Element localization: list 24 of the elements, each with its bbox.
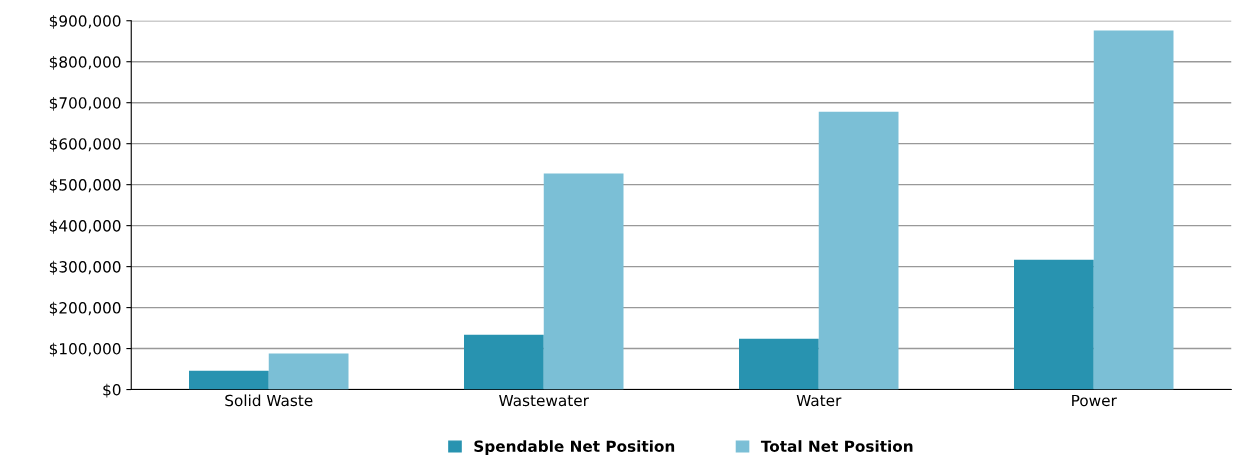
bar — [189, 370, 269, 390]
y-tick-label: $800,000 — [49, 55, 121, 70]
x-tick-label: Wastewater — [499, 394, 589, 407]
bar — [268, 353, 349, 390]
y-tick-label: $0 — [103, 383, 121, 398]
y-tick-label: $600,000 — [49, 137, 121, 152]
bar — [818, 111, 899, 390]
y-tick-label: $200,000 — [49, 301, 121, 316]
y-tick-label: $900,000 — [49, 14, 121, 29]
legend-label: Total Net Position — [760, 440, 913, 452]
y-tick-label: $100,000 — [49, 342, 121, 357]
y-tick-label: $300,000 — [49, 260, 121, 275]
x-tick-label: Water — [796, 394, 842, 407]
bar — [1014, 259, 1094, 390]
bar — [464, 334, 544, 390]
y-tick-label: $400,000 — [49, 219, 121, 234]
legend-label: Spendable Net Position — [474, 440, 675, 455]
x-tick-label: Solid Waste — [225, 394, 313, 407]
bar — [739, 338, 819, 390]
y-tick-label: $700,000 — [49, 96, 121, 111]
bar — [543, 173, 624, 390]
bar — [1093, 30, 1174, 390]
x-tick-label: Power — [1072, 394, 1117, 407]
y-tick-label: $500,000 — [49, 178, 121, 193]
